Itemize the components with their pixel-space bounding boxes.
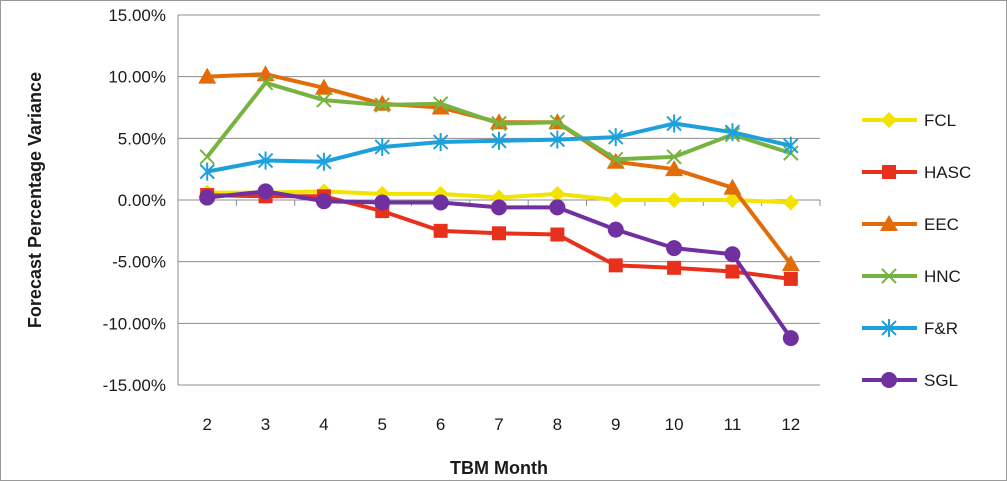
data-point-fr bbox=[257, 151, 274, 170]
x-tick-label: 5 bbox=[378, 415, 387, 434]
x-tick-label: 6 bbox=[436, 415, 445, 434]
legend-marker-hnc-stroke bbox=[881, 268, 897, 284]
data-point-hnc-stroke bbox=[199, 149, 215, 165]
data-point-hasc bbox=[667, 260, 682, 275]
data-point-sgl bbox=[782, 330, 799, 347]
data-point-hnc-stroke bbox=[491, 115, 507, 132]
legend-label-eec: EEC bbox=[924, 215, 959, 234]
x-tick-label: 11 bbox=[724, 415, 742, 434]
x-axis-title: TBM Month bbox=[450, 458, 548, 478]
data-point-hnc-stroke bbox=[666, 149, 682, 165]
series-lines bbox=[198, 65, 800, 347]
data-point-sgl bbox=[315, 193, 332, 210]
data-point-hnc bbox=[432, 96, 449, 112]
data-point-hnc bbox=[491, 115, 507, 132]
data-point-hasc bbox=[492, 226, 506, 241]
y-tick-label: -10.00% bbox=[103, 314, 166, 333]
legend-label-fcl: FCL bbox=[924, 111, 956, 130]
x-tick-label: 7 bbox=[494, 415, 503, 434]
data-point-eec bbox=[314, 78, 333, 95]
data-point-hnc bbox=[608, 151, 624, 168]
data-point-sgl bbox=[607, 221, 624, 238]
data-point-fr bbox=[199, 162, 215, 181]
data-point-sgl bbox=[724, 246, 741, 263]
data-point-hnc bbox=[374, 97, 390, 113]
legend-marker-hasc bbox=[882, 165, 896, 179]
y-tick-label: -5.00% bbox=[112, 253, 166, 272]
x-tick-label: 8 bbox=[553, 415, 562, 434]
legend-marker-hnc bbox=[881, 268, 897, 284]
data-point-eec bbox=[723, 178, 742, 195]
data-point-sgl bbox=[549, 199, 566, 216]
y-tick-label: 10.00% bbox=[108, 68, 166, 87]
data-point-hnc bbox=[257, 75, 274, 91]
data-point-sgl bbox=[374, 194, 391, 211]
y-axis-title: Forecast Percentage Variance bbox=[25, 72, 45, 328]
data-point-sgl bbox=[491, 199, 507, 216]
legend-label-fr: F&R bbox=[924, 319, 958, 338]
y-tick-label: 15.00% bbox=[108, 6, 166, 25]
data-point-hnc bbox=[199, 149, 215, 165]
data-point-hasc bbox=[433, 223, 448, 238]
data-point-fr bbox=[783, 136, 799, 155]
y-tick-label: 0.00% bbox=[118, 191, 166, 210]
data-point-eec bbox=[665, 160, 684, 177]
data-point-hasc bbox=[783, 271, 798, 286]
data-point-fr bbox=[491, 131, 507, 150]
legend-label-hasc: HASC bbox=[924, 163, 971, 182]
grid-lines bbox=[178, 14, 820, 386]
data-point-hasc bbox=[608, 258, 623, 273]
data-point-hasc bbox=[725, 264, 740, 279]
legend-marker-sgl bbox=[881, 372, 897, 388]
x-tick-label: 9 bbox=[611, 415, 620, 434]
legend-marker-fr bbox=[881, 319, 897, 337]
data-point-hnc bbox=[549, 114, 566, 131]
x-tick-label: 12 bbox=[781, 415, 800, 434]
x-tick-label: 10 bbox=[665, 415, 684, 434]
legend-label-hnc: HNC bbox=[924, 267, 961, 286]
data-point-hnc-stroke bbox=[432, 96, 449, 112]
data-point-sgl bbox=[666, 240, 683, 257]
data-point-hnc-stroke bbox=[549, 114, 566, 131]
data-point-hasc bbox=[550, 227, 565, 242]
data-point-hnc-stroke bbox=[257, 75, 274, 91]
data-point-eec bbox=[431, 98, 450, 115]
x-tick-label: 4 bbox=[319, 415, 328, 434]
legend-marker-fcl bbox=[881, 112, 897, 128]
data-point-hnc bbox=[666, 149, 682, 165]
data-point-eec bbox=[198, 67, 217, 84]
data-point-fr bbox=[432, 133, 449, 152]
data-point-fr bbox=[724, 123, 741, 142]
data-point-fr bbox=[316, 152, 332, 171]
legend-marker-eec bbox=[880, 215, 898, 231]
data-point-hnc-stroke bbox=[374, 97, 390, 113]
data-point-fr bbox=[608, 128, 624, 147]
y-tick-label: -15.00% bbox=[103, 376, 166, 395]
data-point-fr bbox=[549, 130, 566, 149]
data-point-fcl bbox=[782, 194, 799, 211]
data-point-eec bbox=[781, 255, 800, 272]
data-point-fr bbox=[666, 114, 682, 133]
data-point-sgl bbox=[257, 183, 274, 200]
data-point-fcl bbox=[549, 185, 566, 202]
data-point-hnc-stroke bbox=[608, 151, 624, 168]
legend: FCL HASC EEC HNC F&R SGL bbox=[862, 111, 971, 390]
y-tick-label: 5.00% bbox=[118, 129, 166, 148]
data-point-hnc bbox=[316, 92, 332, 108]
data-point-sgl bbox=[432, 194, 449, 211]
legend-label-sgl: SGL bbox=[924, 371, 958, 390]
x-tick-label: 3 bbox=[261, 415, 270, 434]
x-tick-label: 2 bbox=[202, 415, 211, 434]
data-point-hnc-stroke bbox=[316, 92, 332, 108]
data-point-fcl bbox=[607, 192, 624, 208]
data-point-fcl bbox=[666, 192, 683, 208]
data-point-sgl bbox=[199, 189, 216, 206]
data-point-fr bbox=[374, 137, 390, 156]
